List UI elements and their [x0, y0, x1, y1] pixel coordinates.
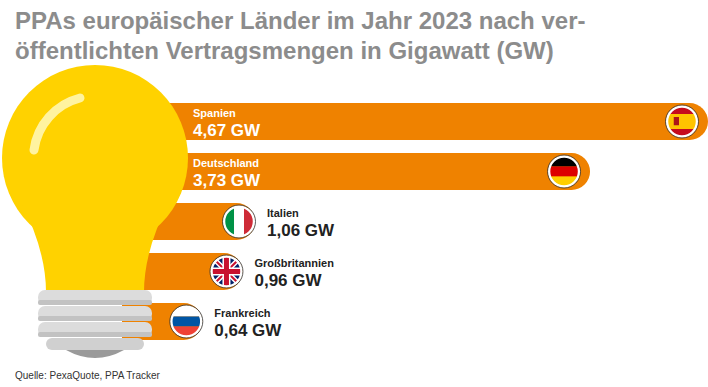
- svg-text:Spanien: Spanien: [193, 107, 236, 119]
- svg-text:Großbritannien: Großbritannien: [254, 257, 334, 269]
- svg-text:Frankreich: Frankreich: [214, 307, 271, 319]
- html-text:PPAs europäischer Länder im Ja: PPAs europäischer Länder im Jahr 2023 na…: [15, 7, 586, 64]
- svg-text:Deutschland: Deutschland: [193, 157, 259, 169]
- svg-text:4,67 GW: 4,67 GW: [193, 121, 261, 140]
- svg-text:0,96 GW: 0,96 GW: [254, 271, 322, 290]
- svg-text:3,73 GW: 3,73 GW: [193, 171, 261, 190]
- svg-text:0,64 GW: 0,64 GW: [214, 321, 282, 340]
- html-text:Quelle: PexaQuote, PPA Tracker: Quelle: PexaQuote, PPA Tracker: [15, 370, 160, 381]
- svg-text:Italien: Italien: [267, 207, 299, 219]
- svg-text:1,06 GW: 1,06 GW: [267, 221, 335, 240]
